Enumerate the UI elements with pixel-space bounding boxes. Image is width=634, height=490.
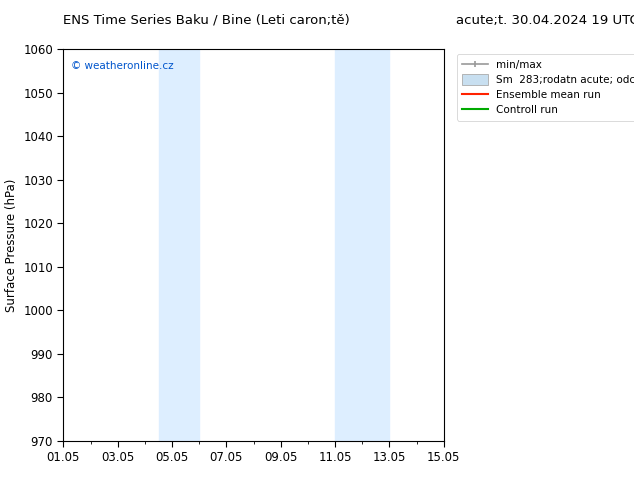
Y-axis label: Surface Pressure (hPa): Surface Pressure (hPa) (4, 178, 18, 312)
Bar (158, 49, 199, 441)
Bar (335, 49, 389, 441)
Text: ENS Time Series Baku / Bine (Leti caron;tě): ENS Time Series Baku / Bine (Leti caron;… (63, 14, 350, 27)
Text: © weatheronline.cz: © weatheronline.cz (71, 61, 174, 71)
Text: acute;t. 30.04.2024 19 UTC: acute;t. 30.04.2024 19 UTC (456, 14, 634, 27)
Legend: min/max, Sm  283;rodatn acute; odchylka, Ensemble mean run, Controll run: min/max, Sm 283;rodatn acute; odchylka, … (456, 54, 634, 121)
